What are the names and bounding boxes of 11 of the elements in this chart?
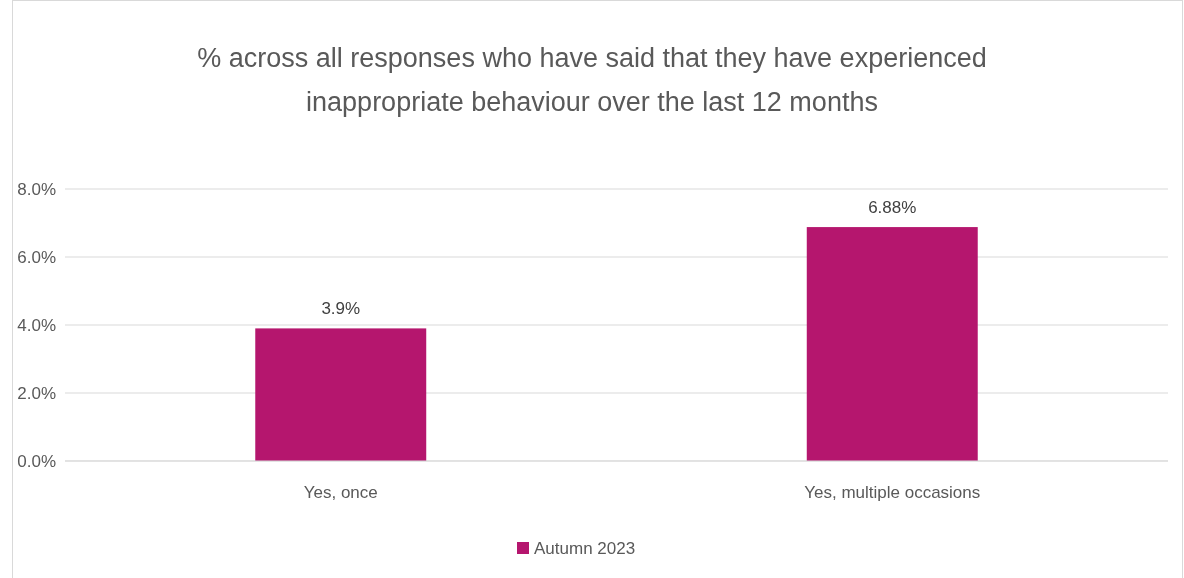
data-label: 3.9% — [321, 299, 361, 319]
y-tick-label: 2.0% — [17, 383, 56, 403]
x-tick-label: Yes, once — [303, 483, 378, 502]
chart-title: % across all responses who have said that they have experienced inappropriate behaviour over the last 12 months — [197, 43, 987, 117]
y-tick-label: 8.0% — [17, 179, 56, 199]
y-tick-label: 0.0% — [17, 451, 56, 471]
data-label: 6.88% — [868, 198, 917, 218]
x-tick-label: Yes, multiple occasions — [804, 483, 981, 502]
y-tick-label: 6.0% — [17, 247, 56, 267]
y-tick-label: 4.0% — [17, 315, 56, 335]
legend-label: Autumn 2023 — [534, 538, 636, 558]
